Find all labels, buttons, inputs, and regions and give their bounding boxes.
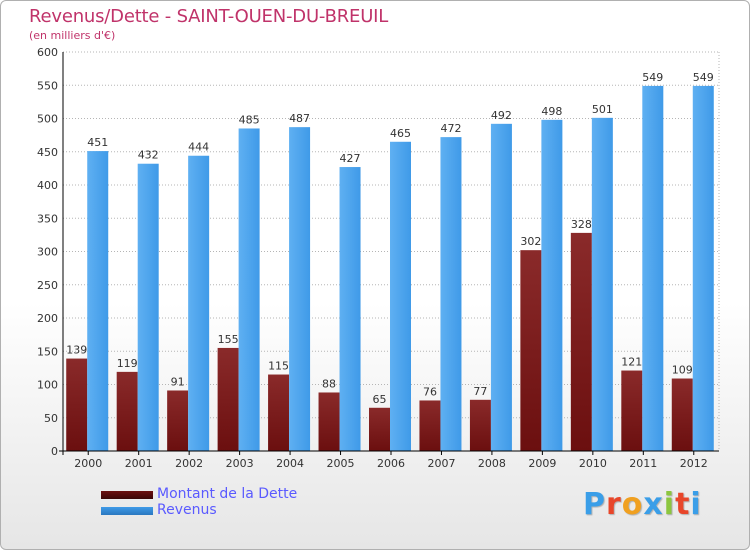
data-label-dette: 76 [423,385,437,398]
x-tick-label: 2006 [377,457,405,470]
x-tick-label: 2003 [226,457,254,470]
x-tick-label: 2002 [175,457,203,470]
brand-letter: i [663,487,676,522]
y-tick-label: 250 [37,279,58,292]
bar-dette [116,371,138,451]
y-tick-label: 50 [44,412,58,425]
data-label-dette: 109 [672,364,693,377]
y-tick-label: 400 [37,179,58,192]
brand-logo: Proxiti [583,487,702,522]
data-label-dette: 328 [571,218,592,231]
data-label-revenus: 487 [289,112,310,125]
bar-dette [671,378,693,451]
y-tick-label: 450 [37,146,58,159]
y-tick-label: 0 [51,445,58,458]
data-label-dette: 65 [373,393,387,406]
bar-dette [369,407,390,451]
data-label-dette: 88 [322,377,336,390]
bar-revenus [642,85,664,451]
data-label-revenus: 444 [188,141,209,154]
bar-revenus [238,128,260,451]
bar-revenus [188,155,210,452]
x-tick-label: 2011 [629,457,657,470]
bar-dette [217,347,239,451]
brand-letter: t [675,487,691,522]
brand-letter: x [643,487,664,522]
y-tick-label: 500 [37,113,58,126]
data-label-dette: 77 [473,385,487,398]
data-label-revenus: 492 [491,109,512,122]
x-tick-label: 2000 [74,457,102,470]
y-tick-label: 350 [37,212,58,225]
x-tick-label: 2001 [125,457,153,470]
y-tick-label: 600 [37,46,58,59]
brand-letter: i [690,487,702,522]
data-label-dette: 121 [621,356,642,369]
bar-revenus [490,123,512,451]
bar-revenus [390,141,411,451]
bar-revenus [289,127,311,452]
legend-swatch-dette [101,491,153,499]
bar-revenus [339,167,361,452]
y-tick-label: 200 [37,312,58,325]
labels-layer: 139 451 119 432 91 444 155 485 115 487 88 427 65 465 7… [66,71,714,406]
data-label-dette: 155 [218,333,239,346]
bar-dette [520,250,542,451]
bar-revenus [87,151,109,451]
bar-dette [167,390,189,451]
bar-revenus [541,119,563,451]
y-tick-label: 150 [37,345,58,358]
legend-label-revenus: Revenus [157,502,217,518]
bar-dette [268,374,290,451]
x-tick-label: 2004 [276,457,304,470]
bar-dette [469,399,491,451]
data-label-dette: 91 [171,375,185,388]
data-label-revenus: 485 [239,113,260,126]
data-label-revenus: 432 [138,149,159,162]
brand-letter: o [621,487,644,522]
axis-layer: 0 50 100 150 200 250 300 350 400 450 500 550 600 2000… [37,46,719,470]
bar-dette [318,392,340,451]
data-label-dette: 119 [117,357,138,370]
bar-revenus [692,85,714,451]
x-tick-label: 2009 [528,457,556,470]
legend-label-dette: Montant de la Dette [157,486,298,502]
data-label-revenus: 451 [87,136,108,149]
x-tick-label: 2007 [427,457,455,470]
y-tick-label: 100 [37,379,58,392]
data-label-dette: 115 [268,360,289,373]
bar-dette [570,232,592,451]
x-tick-label: 2008 [478,457,506,470]
data-label-revenus: 501 [592,103,613,116]
chart-title: Revenus/Dette - SAINT-OUEN-DU-BREUIL [29,6,389,27]
data-label-revenus: 465 [390,127,411,140]
x-tick-label: 2005 [327,457,355,470]
bar-dette [66,358,88,451]
bar-dette [419,400,441,451]
legend-swatch-revenus [101,507,153,515]
data-label-revenus: 498 [541,105,562,118]
data-label-dette: 139 [66,344,87,357]
bar-revenus [591,117,613,452]
data-label-revenus: 549 [642,71,663,84]
bar-revenus [440,137,462,451]
bars-layer [66,85,714,452]
y-tick-label: 550 [37,79,58,92]
chart-subtitle: (en milliers d'€) [29,29,116,42]
x-tick-label: 2012 [680,457,708,470]
bar-dette [621,370,643,451]
data-label-revenus: 427 [340,152,361,165]
data-label-dette: 302 [520,235,541,248]
data-label-revenus: 549 [693,71,714,84]
data-label-revenus: 472 [440,122,461,135]
brand-letter: r [606,487,622,522]
x-tick-label: 2010 [579,457,607,470]
brand-letter: P [583,487,606,522]
y-tick-label: 300 [37,246,58,259]
bar-revenus [137,163,159,451]
